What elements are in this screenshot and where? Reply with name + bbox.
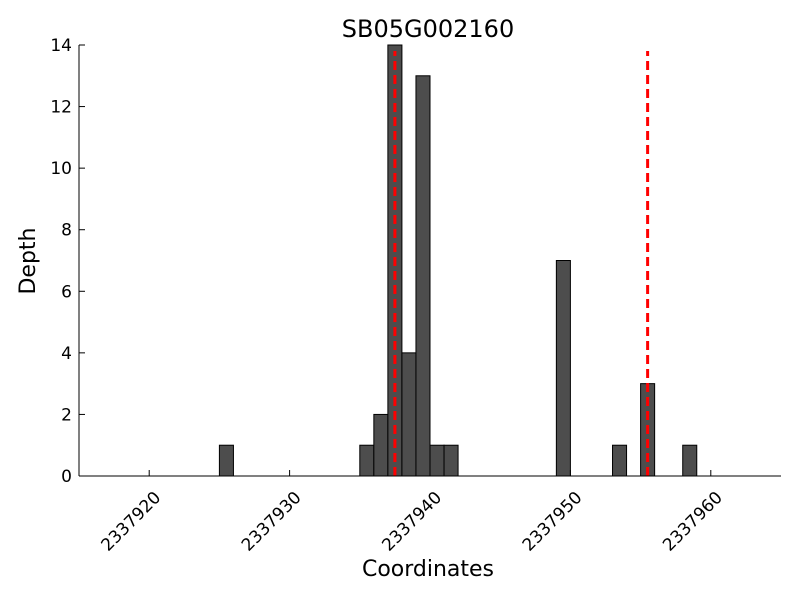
bar	[612, 444, 628, 477]
y-tick-label: 2	[61, 405, 72, 425]
chart-title: SB05G002160	[342, 15, 514, 43]
reference-lines-layer	[393, 51, 650, 476]
bar	[415, 75, 431, 477]
x-axis-label: Coordinates	[362, 557, 494, 582]
y-tick-label: 14	[50, 36, 72, 56]
x-tick-label: 2337950	[519, 488, 587, 556]
bar	[373, 413, 389, 477]
bar	[401, 352, 417, 477]
y-tick-label: 8	[61, 221, 72, 241]
bars-layer	[218, 44, 698, 477]
bar	[359, 444, 375, 477]
x-tick-label: 2337940	[378, 488, 446, 556]
x-tick-label: 2337920	[98, 488, 166, 556]
x-tick-label: 2337930	[238, 488, 306, 556]
y-tick-label: 4	[61, 344, 72, 364]
bar	[443, 444, 459, 477]
y-tick-label: 0	[61, 467, 72, 487]
bar	[218, 444, 234, 477]
bar	[555, 260, 571, 477]
bar	[682, 444, 698, 477]
y-tick-label: 10	[50, 159, 72, 179]
bar	[429, 444, 445, 477]
y-axis: 0 2 4 6 8 10 12 14	[50, 36, 85, 487]
y-tick-label: 6	[61, 282, 72, 302]
x-tick-label: 2337960	[659, 488, 727, 556]
y-tick-label: 12	[50, 98, 72, 118]
y-axis-label: Depth	[16, 227, 41, 294]
x-axis: 2337920 2337930 2337940 2337950 2337960	[79, 470, 781, 556]
